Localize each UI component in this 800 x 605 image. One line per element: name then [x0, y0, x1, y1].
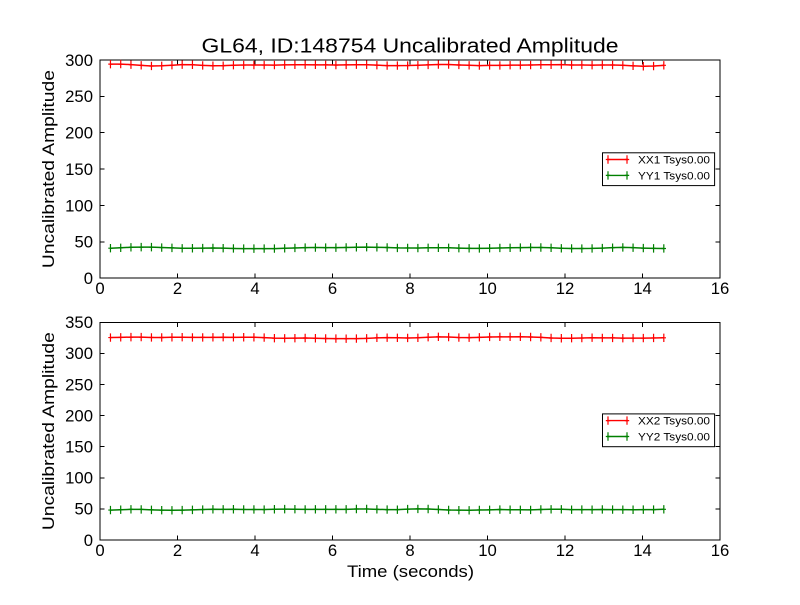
svg-text:0: 0	[95, 541, 104, 560]
svg-text:14: 14	[633, 541, 652, 560]
svg-text:300: 300	[65, 344, 93, 363]
svg-text:YY1 Tsys0.00: YY1 Tsys0.00	[638, 170, 710, 182]
svg-text:100: 100	[65, 196, 93, 215]
svg-text:4: 4	[250, 541, 259, 560]
svg-text:0: 0	[95, 279, 104, 298]
svg-text:16: 16	[711, 279, 730, 298]
svg-text:Time (seconds): Time (seconds)	[347, 562, 474, 581]
svg-text:Uncalibrated Amplitude: Uncalibrated Amplitude	[39, 70, 58, 268]
svg-text:250: 250	[65, 87, 93, 106]
svg-text:200: 200	[65, 124, 93, 143]
svg-text:350: 350	[65, 313, 93, 332]
svg-text:16: 16	[711, 541, 730, 560]
svg-text:100: 100	[65, 469, 93, 488]
svg-text:10: 10	[478, 541, 497, 560]
svg-text:14: 14	[633, 279, 652, 298]
svg-text:8: 8	[405, 541, 414, 560]
svg-text:XX1 Tsys0.00: XX1 Tsys0.00	[638, 155, 710, 167]
svg-text:50: 50	[74, 500, 93, 519]
svg-text:250: 250	[65, 375, 93, 394]
svg-text:Uncalibrated Amplitude: Uncalibrated Amplitude	[39, 332, 58, 530]
svg-text:XX2 Tsys0.00: XX2 Tsys0.00	[638, 416, 710, 428]
svg-text:8: 8	[405, 279, 414, 298]
svg-text:YY2 Tsys0.00: YY2 Tsys0.00	[638, 432, 710, 444]
svg-text:12: 12	[556, 541, 575, 560]
svg-text:0: 0	[84, 531, 93, 550]
svg-text:12: 12	[556, 279, 575, 298]
svg-text:6: 6	[328, 541, 337, 560]
svg-text:150: 150	[65, 160, 93, 179]
svg-text:200: 200	[65, 406, 93, 425]
svg-text:0: 0	[84, 269, 93, 288]
svg-text:6: 6	[328, 279, 337, 298]
svg-text:300: 300	[65, 51, 93, 70]
svg-text:50: 50	[74, 233, 93, 252]
svg-text:2: 2	[173, 541, 182, 560]
svg-text:150: 150	[65, 438, 93, 457]
svg-text:10: 10	[478, 279, 497, 298]
svg-text:4: 4	[250, 279, 259, 298]
svg-text:2: 2	[173, 279, 182, 298]
svg-text:GL64, ID:148754 Uncalibrated A: GL64, ID:148754 Uncalibrated Amplitude	[202, 35, 619, 57]
